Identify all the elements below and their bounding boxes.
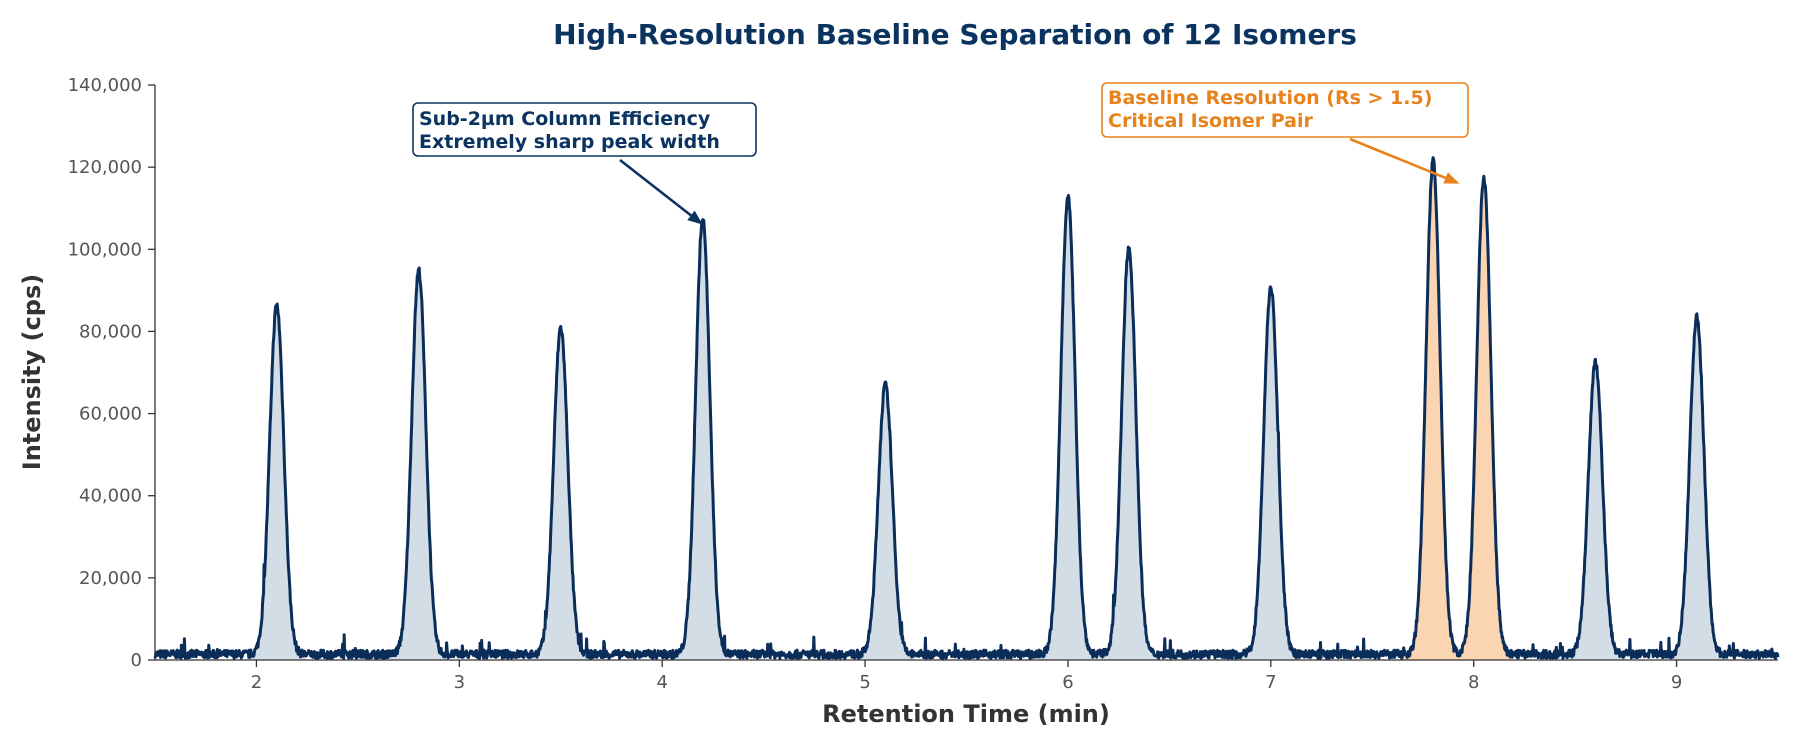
x-tick-label: 6 xyxy=(1062,672,1073,693)
y-axis-label: Intensity (cps) xyxy=(18,274,46,470)
x-tick-label: 9 xyxy=(1671,672,1682,693)
x-tick-label: 7 xyxy=(1265,672,1276,693)
annotation-efficiency-box xyxy=(412,102,757,157)
peak-fills xyxy=(246,157,1727,660)
annotation-efficiency-arrowhead xyxy=(687,210,703,225)
annotation-resolution-arrowhead xyxy=(1443,172,1460,184)
signal-line xyxy=(153,156,1780,660)
annotation-resolution-line-2: Critical Isomer Pair xyxy=(1108,110,1313,132)
critical-peak-fill-10 xyxy=(1454,176,1514,660)
y-tick-label: 120,000 xyxy=(68,157,142,178)
y-tick-label: 20,000 xyxy=(79,568,142,589)
annotation-efficiency-arrow xyxy=(619,158,692,217)
peak-fill-12 xyxy=(1667,313,1727,660)
peak-fill-6 xyxy=(1038,195,1098,660)
y-tick-label: 40,000 xyxy=(79,486,142,507)
y-tick-label: 0 xyxy=(131,650,142,671)
x-tick-label: 3 xyxy=(454,672,465,693)
peak-fill-3 xyxy=(530,326,591,660)
chart-title: High-Resolution Baseline Separation of 1… xyxy=(553,18,1357,51)
x-tick-label: 5 xyxy=(859,672,870,693)
critical-peak-fill-9 xyxy=(1403,157,1463,660)
peak-fill-11 xyxy=(1565,359,1626,660)
peak-fill-1 xyxy=(246,303,307,660)
peak-fill-8 xyxy=(1240,286,1301,660)
signal-trace xyxy=(153,156,1780,660)
x-tick-label: 2 xyxy=(251,672,262,693)
annotation-resolution-line-1: Baseline Resolution (Rs > 1.5) xyxy=(1108,87,1432,109)
annotation-resolution: Baseline Resolution (Rs > 1.5) Critical … xyxy=(1101,82,1469,184)
x-tick-label: 8 xyxy=(1468,672,1479,693)
y-tick-label: 100,000 xyxy=(68,239,142,260)
annotation-resolution-box xyxy=(1101,82,1469,138)
annotation-efficiency-line-1: Sub-2µm Column Efficiency xyxy=(419,108,711,130)
peak-fill-2 xyxy=(388,268,449,660)
y-tick-label: 140,000 xyxy=(68,75,142,96)
peak-fill-7 xyxy=(1098,247,1159,660)
y-axis-ticks: 0 20,000 40,000 60,000 80,000 100,000 120,000 1… xyxy=(68,75,155,671)
annotation-resolution-arrow xyxy=(1349,137,1447,180)
peak-fill-5 xyxy=(855,381,916,660)
x-axis-label: Retention Time (min) xyxy=(822,700,1110,728)
x-axis-ticks: 2 3 4 5 6 7 8 9 xyxy=(251,660,1682,693)
peak-fill-4 xyxy=(672,219,733,660)
x-tick-label: 4 xyxy=(656,672,667,693)
annotation-efficiency: Sub-2µm Column Efficiency Extremely shar… xyxy=(412,102,757,225)
y-tick-label: 60,000 xyxy=(79,404,142,425)
y-tick-label: 80,000 xyxy=(79,321,142,342)
annotation-efficiency-line-2: Extremely sharp peak width xyxy=(419,131,720,153)
